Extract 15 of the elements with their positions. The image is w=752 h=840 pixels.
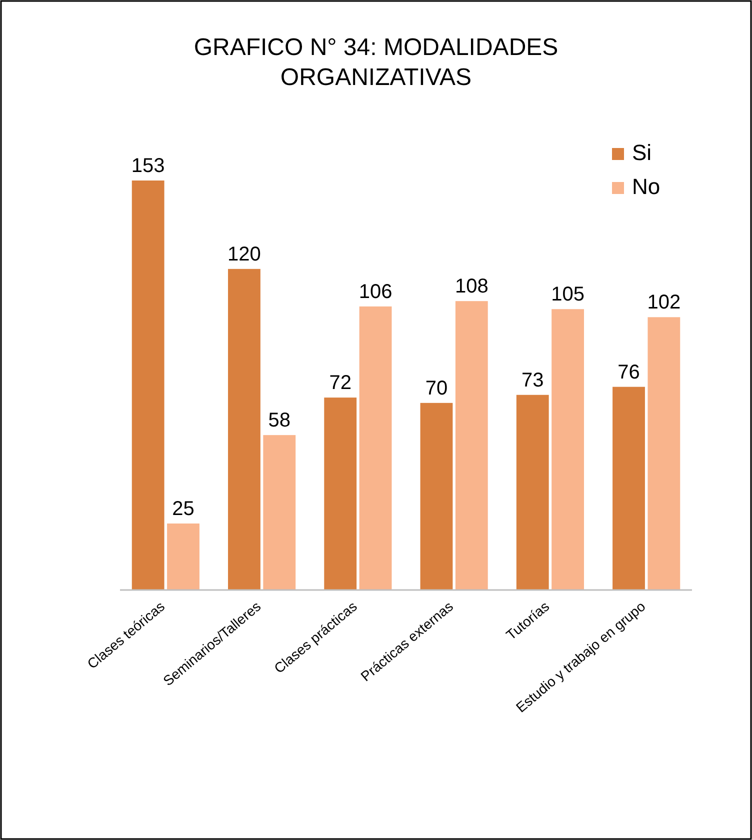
data-label: 120 (228, 243, 261, 266)
data-label: 73 (521, 369, 544, 392)
data-label: 153 (131, 155, 165, 177)
data-label: 72 (329, 372, 352, 394)
data-label: 76 (618, 361, 640, 384)
data-label: 70 (425, 377, 448, 400)
data-label: 25 (172, 498, 194, 520)
data-label: 102 (647, 292, 681, 314)
data-label: 106 (358, 280, 392, 303)
chart-title: GRAFICO N° 34: MODALIDADES ORGANIZATIVAS (194, 34, 558, 91)
legend-label: No (632, 174, 660, 199)
data-label: 108 (454, 276, 488, 298)
data-label: 105 (551, 284, 584, 306)
legend-label: Si (632, 140, 652, 165)
data-label: 58 (268, 410, 291, 432)
